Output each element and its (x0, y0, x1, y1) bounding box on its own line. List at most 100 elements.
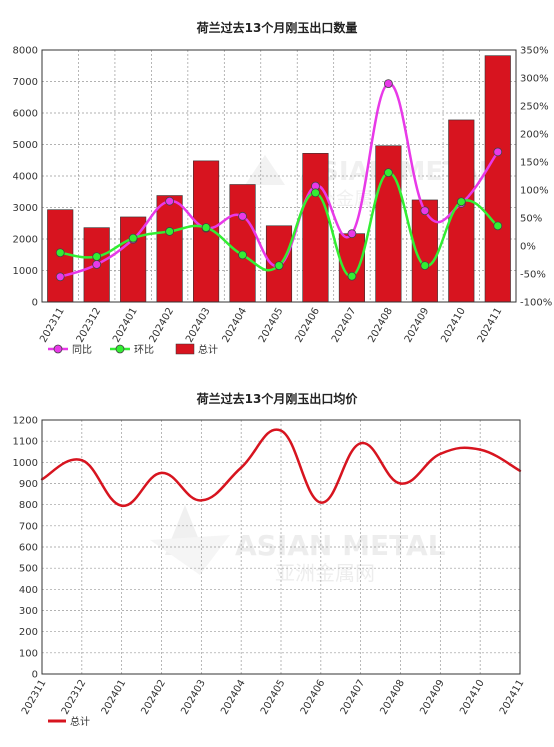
y2-tick-label: 100% (520, 186, 549, 197)
y-tick-label: 500 (19, 564, 38, 575)
y-tick-label: 1100 (13, 437, 38, 448)
price-point (359, 442, 362, 445)
mom-point (92, 252, 102, 262)
legend-total-label: 总计 (70, 715, 90, 728)
x-tick-label: 202409 (418, 678, 447, 717)
x-tick-label: 202407 (339, 678, 368, 717)
mom-point (456, 197, 466, 207)
price-point (478, 448, 482, 451)
x-tick-label: 202408 (378, 678, 407, 717)
x-tick-label: 202404 (221, 306, 250, 345)
legend-total-label: 总计 (198, 343, 218, 356)
price-point (319, 501, 323, 504)
x-tick-label: 202405 (259, 678, 288, 717)
quantity-lines (55, 79, 503, 282)
price-point (120, 504, 123, 507)
y2-tick-label: -50% (520, 270, 546, 281)
x-tick-label: 202405 (257, 306, 286, 345)
y-tick-label: 0 (32, 298, 38, 309)
quantity-chart: 荷兰过去13个月刚玉出口数量 ASIAN METAL 亚洲金属网 0100020… (13, 20, 553, 356)
yoy-point (420, 206, 430, 216)
yoy-point (55, 272, 65, 282)
x-tick-label: 202403 (184, 306, 213, 345)
x-tick-label: 202402 (139, 678, 168, 717)
mom-point (274, 261, 284, 271)
x-tick-label: 202311 (20, 678, 49, 717)
price-axes: 0 100 200 300 400 500 600 700 800 900 1000 1100 1200… (13, 416, 527, 717)
y-tick-label: 5000 (13, 140, 38, 151)
y-tick-label: 100 (19, 648, 38, 659)
yoy-point (383, 79, 393, 88)
y-tick-label: 600 (19, 543, 38, 554)
price-point (399, 482, 402, 485)
mom-point (128, 233, 138, 243)
y-tick-label: 1000 (13, 266, 38, 277)
price-lines (40, 428, 522, 507)
x-tick-label: 202409 (403, 306, 432, 345)
watermark-logo-2: ASIAN METAL 亚洲金属网 (150, 505, 446, 585)
watermark-brand-en-2: ASIAN METAL (235, 529, 446, 562)
x-tick-label: 202401 (100, 678, 129, 717)
yoy-point (165, 196, 175, 206)
y2-tick-label: 250% (520, 102, 549, 113)
yoy-point (92, 260, 102, 269)
y-tick-label: 800 (19, 500, 38, 511)
x-tick-label: 202403 (179, 678, 208, 717)
plot-frame (41, 419, 521, 675)
y-tick-label: 8000 (13, 46, 38, 57)
y-tick-label: 3000 (13, 203, 38, 214)
y-tick-label: 2000 (13, 235, 38, 246)
mom-point (383, 168, 393, 178)
price-chart-title: 荷兰过去13个月刚玉出口均价 (196, 391, 359, 406)
y-tick-label: 400 (19, 585, 38, 596)
y2-tick-label: -100% (520, 298, 552, 309)
x-tick-label: 202406 (299, 678, 328, 717)
price-point (239, 466, 243, 469)
price-point (80, 459, 84, 462)
mom-point (201, 223, 211, 232)
x-tick-label: 202408 (366, 306, 395, 345)
legend-yoy-label: 同比 (72, 344, 92, 356)
mom-point (493, 221, 503, 231)
bar-total (484, 55, 511, 303)
y2-tick-label: 300% (520, 74, 549, 85)
legend-mom-marker (115, 344, 125, 354)
bar-total (156, 195, 183, 303)
yoy-point (238, 211, 247, 221)
plot-frame (41, 49, 517, 303)
legend-mom-label: 环比 (134, 344, 154, 356)
y2-tick-label: 200% (520, 130, 549, 141)
price-point (200, 499, 203, 502)
y-tick-label: 1200 (13, 416, 38, 427)
bar-total (302, 153, 329, 303)
y2-tick-label: 0% (520, 242, 536, 253)
quantity-legend: 同比 环比 总计 (48, 343, 218, 356)
y-tick-label: 200 (19, 627, 38, 638)
y2-tick-label: 350% (520, 46, 549, 57)
y-tick-label: 4000 (13, 172, 38, 183)
x-tick-label: 202406 (293, 306, 322, 345)
watermark-brand-cn-2: 亚洲金属网 (275, 561, 375, 585)
x-tick-label: 202401 (111, 306, 140, 345)
x-tick-label: 202404 (219, 678, 248, 717)
mom-point (347, 271, 357, 281)
y-tick-label: 700 (19, 521, 38, 532)
price-point (279, 429, 283, 432)
y2-tick-label: 50% (520, 214, 542, 225)
y-tick-label: 6000 (13, 109, 38, 120)
quantity-bars (47, 55, 511, 303)
price-point (439, 452, 442, 456)
yoy-point (493, 147, 503, 157)
x-tick-label: 202311 (38, 306, 67, 345)
bar-total (229, 184, 256, 303)
bar-total (47, 209, 74, 303)
yoy-point (347, 229, 357, 239)
y2-tick-label: 150% (520, 158, 549, 169)
legend-total-swatch (175, 343, 195, 355)
price-legend: 总计 (48, 715, 90, 728)
x-tick-label: 202407 (330, 306, 359, 345)
mom-point (420, 261, 430, 271)
quantity-chart-title: 荷兰过去13个月刚玉出口数量 (196, 20, 358, 35)
x-tick-label: 202312 (60, 678, 89, 717)
